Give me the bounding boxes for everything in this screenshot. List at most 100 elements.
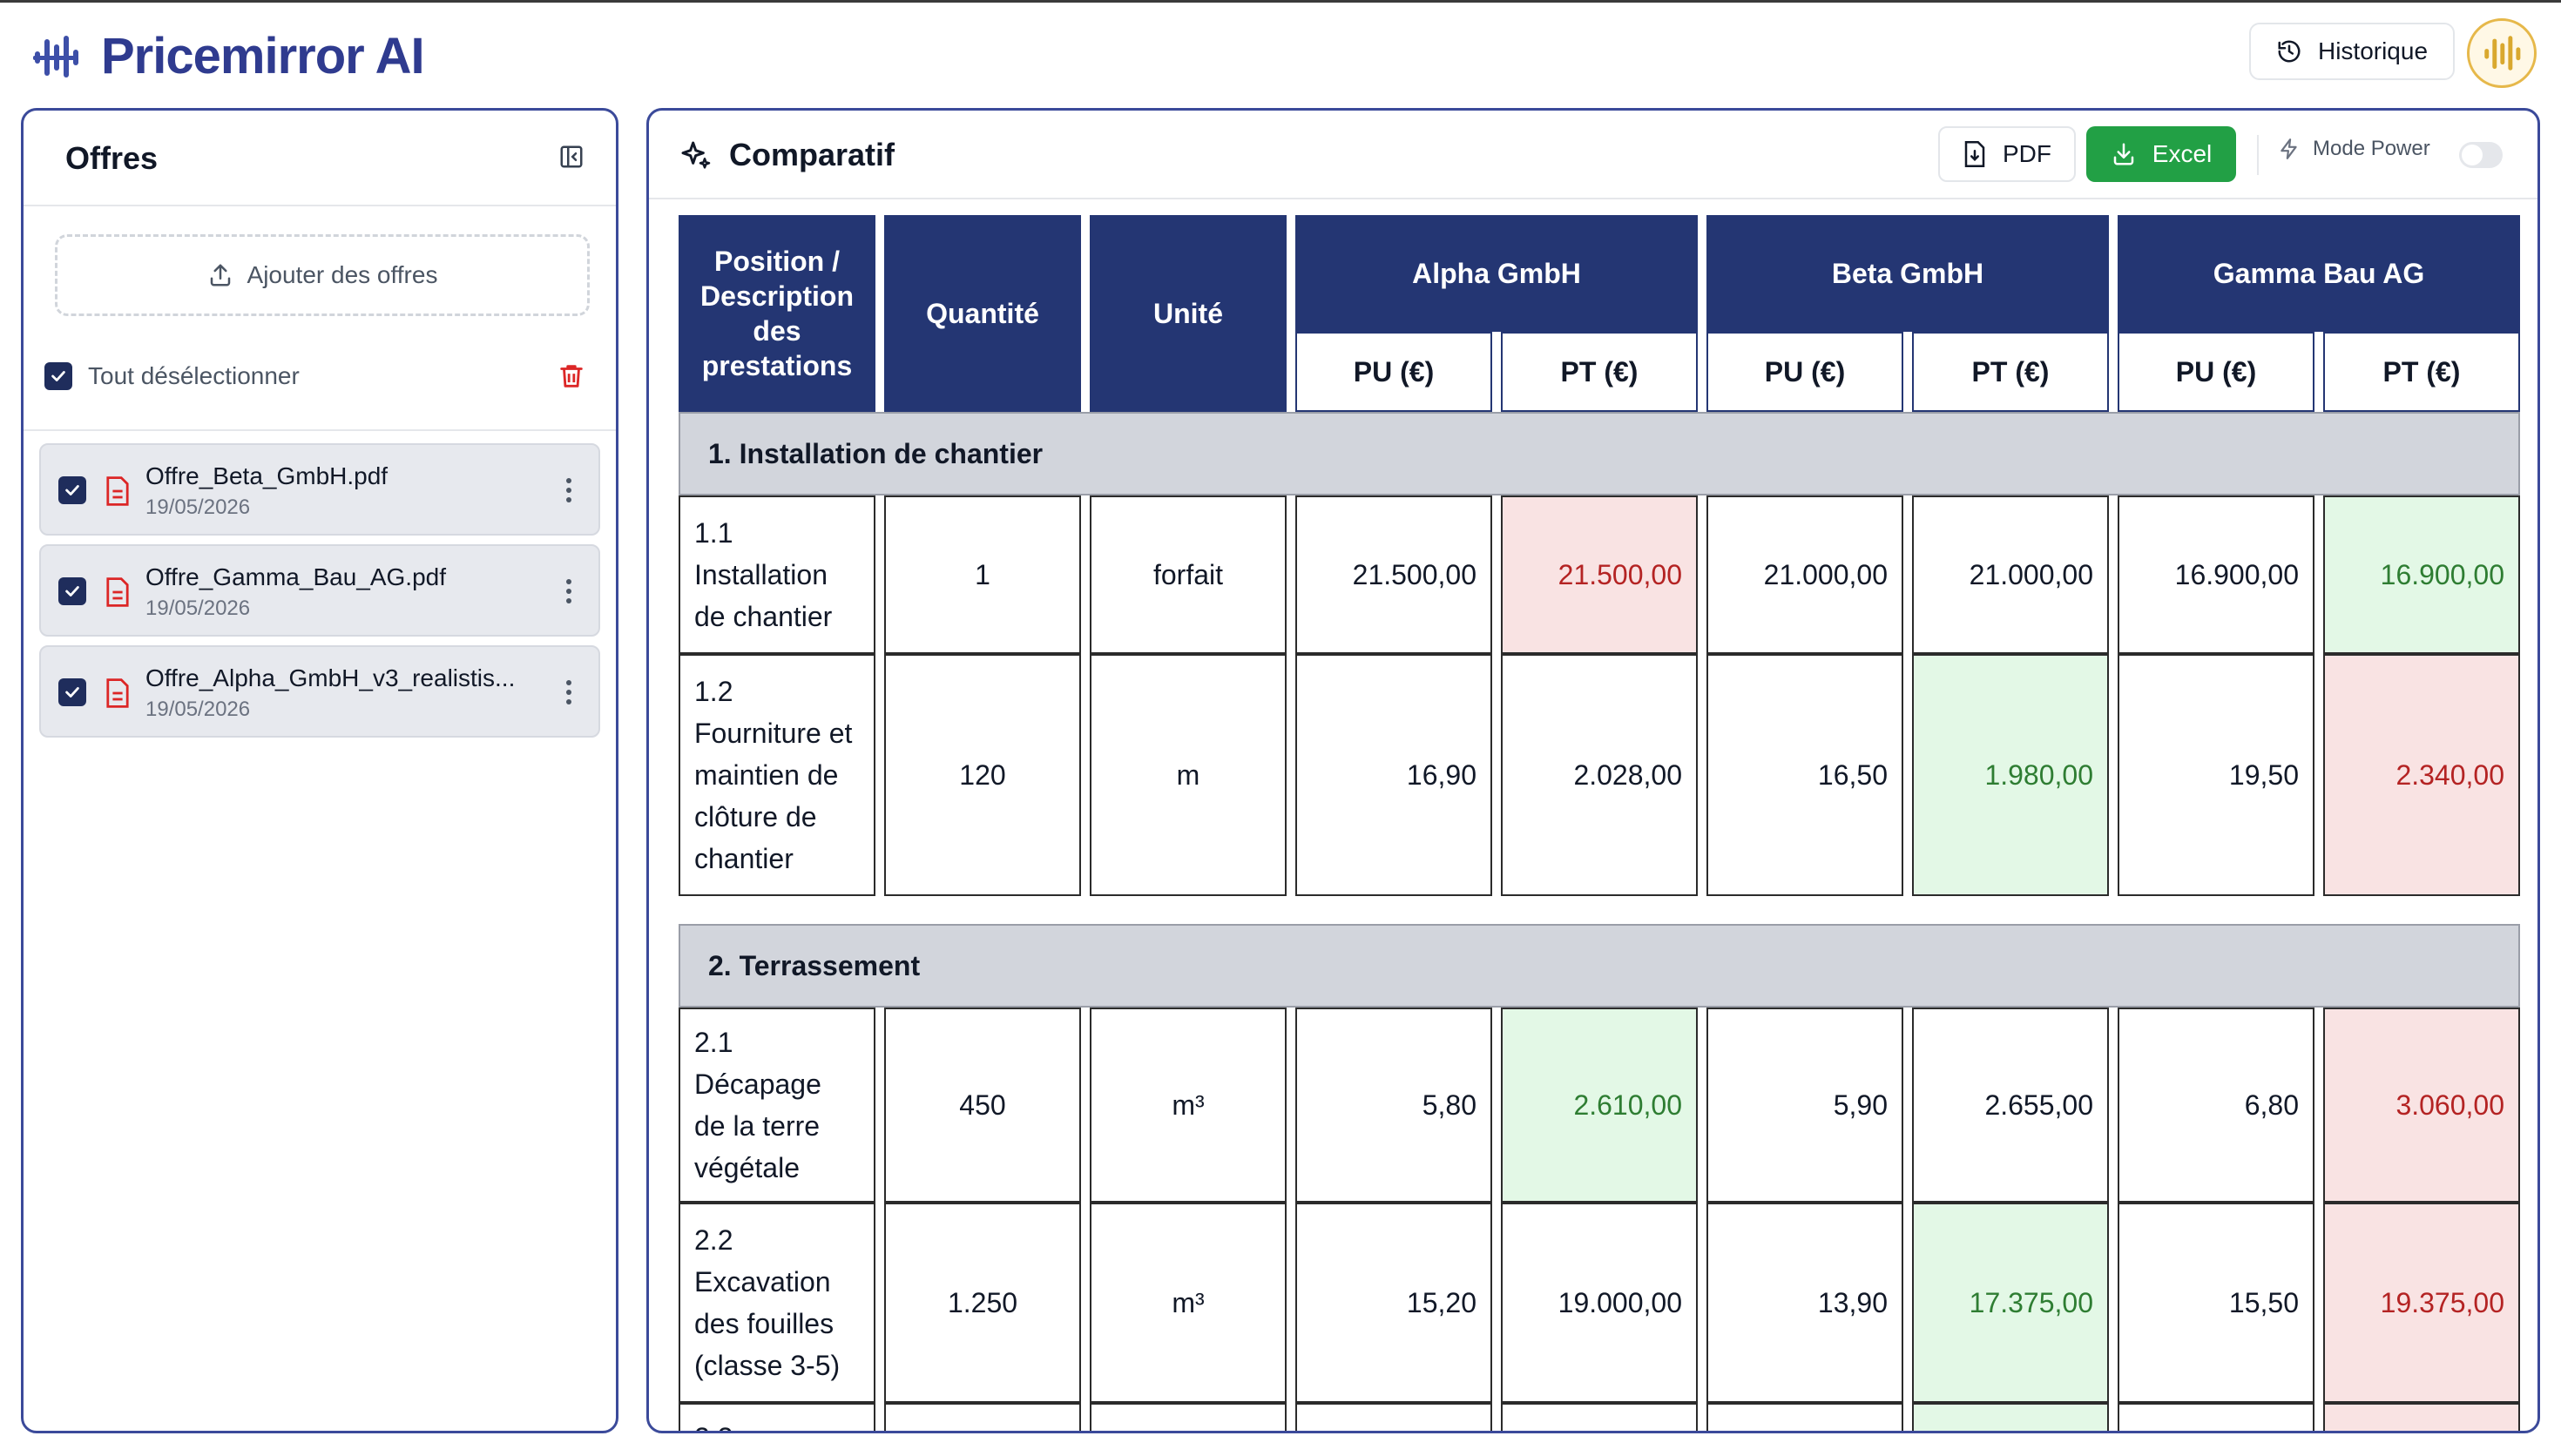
offer-file-item[interactable]: Offre_Gamma_Bau_AG.pdf 19/05/2026 xyxy=(39,544,600,637)
app-header: Pricemirror AI Historique xyxy=(0,3,2561,105)
row-description: 2.1 Décapage de la terre végétale xyxy=(679,1008,875,1203)
check-icon xyxy=(65,687,79,698)
comparison-header: Comparatif PDF Excel Mode Power xyxy=(649,111,2537,199)
gamma-pt: 3.060,00 xyxy=(2323,1008,2520,1203)
more-options-icon[interactable] xyxy=(565,678,572,706)
beta-pu: 13,90 xyxy=(1706,1203,1903,1403)
header-vendor-alpha: Alpha GmbH xyxy=(1295,215,1698,332)
gamma-pt: 16.900,00 xyxy=(2323,495,2520,654)
row-unit: forfait xyxy=(1090,495,1287,654)
power-mode-label: Mode Power xyxy=(2313,137,2430,160)
history-label: Historique xyxy=(2317,37,2429,64)
beta-pt: 21.000,00 xyxy=(1912,495,2109,654)
header-vendor-gamma: Gamma Bau AG xyxy=(2118,215,2520,332)
file-date: 19/05/2026 xyxy=(145,597,251,620)
beta-pt: 1.980,00 xyxy=(1912,654,2109,896)
pdf-download-icon xyxy=(1964,141,1985,167)
user-avatar[interactable] xyxy=(2467,18,2537,88)
gamma-pu: 6,80 xyxy=(2118,1008,2314,1203)
avatar-logo-icon xyxy=(2484,36,2521,71)
alpha-pu: 15,20 xyxy=(1295,1203,1492,1403)
excel-label: Excel xyxy=(2152,140,2213,167)
header-unit: Unité xyxy=(1090,215,1287,412)
toolbar-divider xyxy=(2257,135,2259,175)
collapse-panel-icon[interactable] xyxy=(558,144,585,170)
alpha-pu: 16,90 xyxy=(1295,654,1492,896)
add-offers-button[interactable]: Ajouter des offres xyxy=(55,234,590,316)
download-icon xyxy=(2113,143,2134,165)
brand-logo[interactable]: Pricemirror AI xyxy=(31,27,425,85)
row-description: 2.2 Excavation des fouilles (classe 3-5) xyxy=(679,1203,875,1403)
row-unit: m³ xyxy=(1090,1008,1287,1203)
alpha-pt: 2.610,00 xyxy=(1501,1008,1698,1203)
beta-pt xyxy=(1912,1403,2109,1431)
row-quantity: 450 xyxy=(884,1008,1081,1203)
comparison-table: Position / Description des prestations Q… xyxy=(670,215,2529,1431)
gamma-pu: 19,50 xyxy=(2118,654,2314,896)
file-name: Offre_Beta_GmbH.pdf xyxy=(145,462,389,489)
history-button[interactable]: Historique xyxy=(2249,23,2455,80)
alpha-pu xyxy=(1295,1403,1492,1431)
file-checkbox[interactable] xyxy=(58,476,86,504)
row-description: 1.1 Installation de chantier xyxy=(679,495,875,654)
pdf-label: PDF xyxy=(2003,140,2051,167)
select-all-checkbox[interactable] xyxy=(44,362,72,390)
offer-file-item[interactable]: Offre_Beta_GmbH.pdf 19/05/2026 xyxy=(39,443,600,536)
file-name: Offre_Gamma_Bau_AG.pdf xyxy=(145,563,446,590)
check-icon xyxy=(65,586,79,597)
row-unit: m³ xyxy=(1090,1203,1287,1403)
row-quantity xyxy=(884,1403,1081,1431)
alpha-pu: 21.500,00 xyxy=(1295,495,1492,654)
section-header: 2. Terrassement xyxy=(679,924,2520,1008)
header-pu: PU (€) xyxy=(1295,332,1492,412)
export-excel-button[interactable]: Excel xyxy=(2086,126,2236,182)
brand-name: Pricemirror AI xyxy=(101,28,425,84)
gamma-pu xyxy=(2118,1403,2314,1431)
header-pu: PU (€) xyxy=(1706,332,1903,412)
check-icon xyxy=(51,371,65,381)
offers-panel: Offres Ajouter des offres Tout désélecti… xyxy=(21,108,618,1433)
file-checkbox[interactable] xyxy=(58,577,86,605)
row-description: 1.2 Fourniture et maintien de clôture de… xyxy=(679,654,875,896)
alpha-pu: 5,80 xyxy=(1295,1008,1492,1203)
pdf-file-icon xyxy=(106,678,129,708)
power-mode-toggle[interactable] xyxy=(2459,142,2503,168)
alpha-pt xyxy=(1501,1403,1698,1431)
alpha-pt: 19.000,00 xyxy=(1501,1203,1698,1403)
alpha-pt: 2.028,00 xyxy=(1501,654,1698,896)
section-spacer xyxy=(679,896,2520,924)
row-description: 2.3 xyxy=(679,1403,875,1431)
export-pdf-button[interactable]: PDF xyxy=(1938,126,2076,182)
sparkle-icon xyxy=(681,141,711,169)
alpha-pt: 21.500,00 xyxy=(1501,495,1698,654)
header-pt: PT (€) xyxy=(1912,332,2109,412)
gamma-pt: 2.340,00 xyxy=(2323,654,2520,896)
comparison-panel: Comparatif PDF Excel Mode Power Position… xyxy=(646,108,2540,1433)
header-pu: PU (€) xyxy=(2118,332,2314,412)
more-options-icon[interactable] xyxy=(565,476,572,504)
gamma-pt: 19.375,00 xyxy=(2323,1203,2520,1403)
check-icon xyxy=(65,485,79,495)
header-pt: PT (€) xyxy=(1501,332,1698,412)
pdf-file-icon xyxy=(106,476,129,506)
window-top-border xyxy=(0,0,2561,3)
comparison-title: Comparatif xyxy=(729,137,895,172)
beta-pt: 2.655,00 xyxy=(1912,1008,2109,1203)
pricemirror-logo-icon xyxy=(33,35,78,78)
gamma-pu: 15,50 xyxy=(2118,1203,2314,1403)
history-icon xyxy=(2278,40,2301,63)
select-all-label[interactable]: Tout désélectionner xyxy=(88,362,300,389)
beta-pu: 5,90 xyxy=(1706,1008,1903,1203)
section-header: 1. Installation de chantier xyxy=(679,412,2520,495)
offer-file-item[interactable]: Offre_Alpha_GmbH_v3_realistis... 19/05/2… xyxy=(39,645,600,738)
file-date: 19/05/2026 xyxy=(145,495,251,519)
row-quantity: 1.250 xyxy=(884,1203,1081,1403)
offers-panel-header: Offres xyxy=(24,111,616,206)
header-position: Position / Description des prestations xyxy=(679,215,875,412)
select-all-row: Tout désélectionner xyxy=(44,353,602,400)
file-checkbox[interactable] xyxy=(58,678,86,706)
pdf-file-icon xyxy=(106,577,129,607)
more-options-icon[interactable] xyxy=(565,577,572,605)
delete-selected-icon[interactable] xyxy=(557,361,586,391)
file-name: Offre_Alpha_GmbH_v3_realistis... xyxy=(145,664,516,691)
